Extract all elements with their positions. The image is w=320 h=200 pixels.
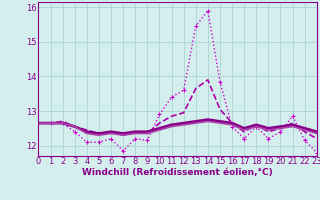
X-axis label: Windchill (Refroidissement éolien,°C): Windchill (Refroidissement éolien,°C) [82, 168, 273, 177]
